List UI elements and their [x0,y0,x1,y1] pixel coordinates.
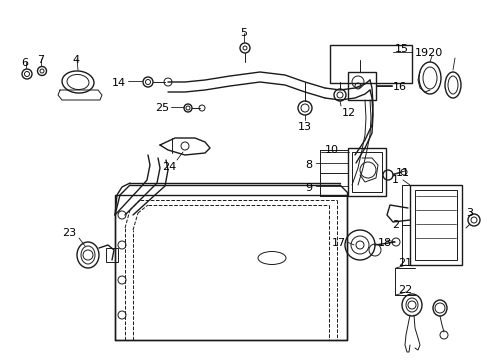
Text: 7: 7 [37,55,44,65]
Bar [106,248,118,262]
Text: 16: 16 [392,82,406,92]
Text: 1920: 1920 [414,48,442,58]
Text: 10: 10 [325,145,338,155]
Bar [409,185,461,265]
Bar [329,45,411,83]
Text: 24: 24 [162,162,176,172]
Text: 2: 2 [391,220,398,230]
Text: 8: 8 [305,160,311,170]
Text: 23: 23 [62,228,76,238]
Text: 18: 18 [377,238,391,248]
Bar [347,148,385,196]
Text: 25: 25 [155,103,169,113]
Text: 14: 14 [112,78,126,88]
Text: 13: 13 [297,122,311,132]
Text: 4: 4 [72,55,79,65]
Text: 15: 15 [394,44,408,54]
Bar [351,152,381,192]
Text: 17: 17 [331,238,346,248]
Text: 3: 3 [465,208,472,218]
Text: 1: 1 [391,175,398,185]
Bar [347,72,375,100]
Text: 21: 21 [397,258,411,268]
Text: 6: 6 [21,58,28,68]
Text: 12: 12 [341,108,355,118]
Text: 22: 22 [397,285,411,295]
Bar [414,190,456,260]
Text: 5: 5 [240,28,246,38]
Text: 9: 9 [305,183,311,193]
Text: 11: 11 [395,168,409,178]
